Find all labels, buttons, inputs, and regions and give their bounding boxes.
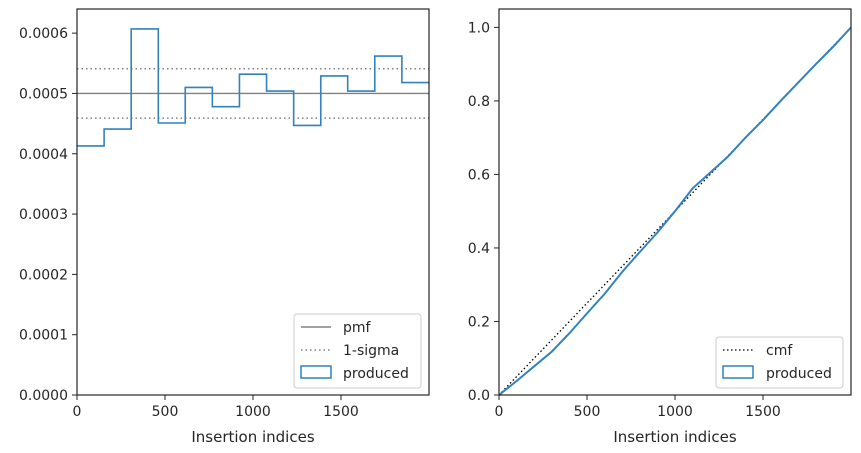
y-tick-label: 0.0002: [19, 267, 68, 283]
x-tick-label: 500: [574, 404, 601, 420]
y-tick-label: 1.0: [468, 20, 490, 36]
histogram-panel: 0 500 1000 1500 0.00000.00010.00020.00030.0…: [19, 8, 430, 446]
y-tick-label: 0.6: [468, 167, 490, 183]
histogram-bar: [104, 129, 131, 395]
x-tick-label: 1500: [745, 404, 781, 420]
y-tick-label: 0.4: [468, 241, 490, 257]
histogram-bar: [212, 107, 239, 395]
x-axis-label: Insertion indices: [191, 428, 314, 446]
histogram-bar: [131, 29, 158, 395]
histogram-bar: [158, 123, 185, 395]
legend: cmf produced: [715, 336, 844, 389]
y-tick-label: 0.2: [468, 314, 490, 330]
y-tick-label: 0.0004: [19, 147, 68, 163]
x-tick-label: 500: [152, 404, 179, 420]
y-tick-label: 0.0006: [19, 26, 68, 42]
x-ticks: 0 500 1000 1500: [73, 395, 359, 420]
legend-box: [293, 313, 422, 389]
legend-produced-label: produced: [343, 366, 409, 382]
y-ticks: 0.0 0.2 0.4 0.6 0.8 1.0: [468, 20, 499, 404]
x-tick-label: 1000: [235, 404, 271, 420]
x-tick-label: 0: [73, 404, 82, 420]
histogram-bar: [77, 146, 104, 395]
x-axis-label: Insertion indices: [613, 428, 736, 446]
y-tick-label: 0.0005: [19, 86, 68, 102]
produced-cdf-line: [498, 26, 852, 396]
x-ticks: 0 500 1000 1500: [495, 395, 781, 420]
histogram-bar: [267, 91, 294, 395]
x-tick-label: 1500: [323, 404, 359, 420]
legend-produced-swatch: [300, 365, 332, 379]
y-ticks: 0.0000 0.0001 0.0002 0.0003 0.0004 0.0005 0.00…: [19, 26, 77, 404]
legend-produced-label: produced: [766, 366, 832, 382]
legend-cmf-label: cmf: [766, 343, 793, 359]
legend-sigma-label: 1-sigma: [343, 343, 399, 359]
legend-produced-swatch: [722, 365, 754, 379]
x-tick-label: 1000: [657, 404, 693, 420]
y-tick-label: 0.0001: [19, 328, 68, 344]
y-tick-label: 0.0: [468, 388, 490, 404]
reference-lines: [77, 67, 429, 119]
legend-pmf-label: pmf: [343, 320, 372, 336]
histogram-bar: [185, 87, 212, 395]
histogram-bar: [239, 74, 266, 395]
cdf-panel: 0 500 1000 1500 0.0 0.2 0.4 0.6 0.8 1.0 Insertio…: [468, 8, 852, 446]
y-tick-label: 0.0003: [19, 207, 68, 223]
x-tick-label: 0: [495, 404, 504, 420]
y-tick-label: 0.8: [468, 94, 490, 110]
legend: pmf 1-sigma produced: [293, 313, 422, 389]
y-tick-label: 0.0000: [19, 388, 68, 404]
produced-step-line: [77, 28, 429, 147]
